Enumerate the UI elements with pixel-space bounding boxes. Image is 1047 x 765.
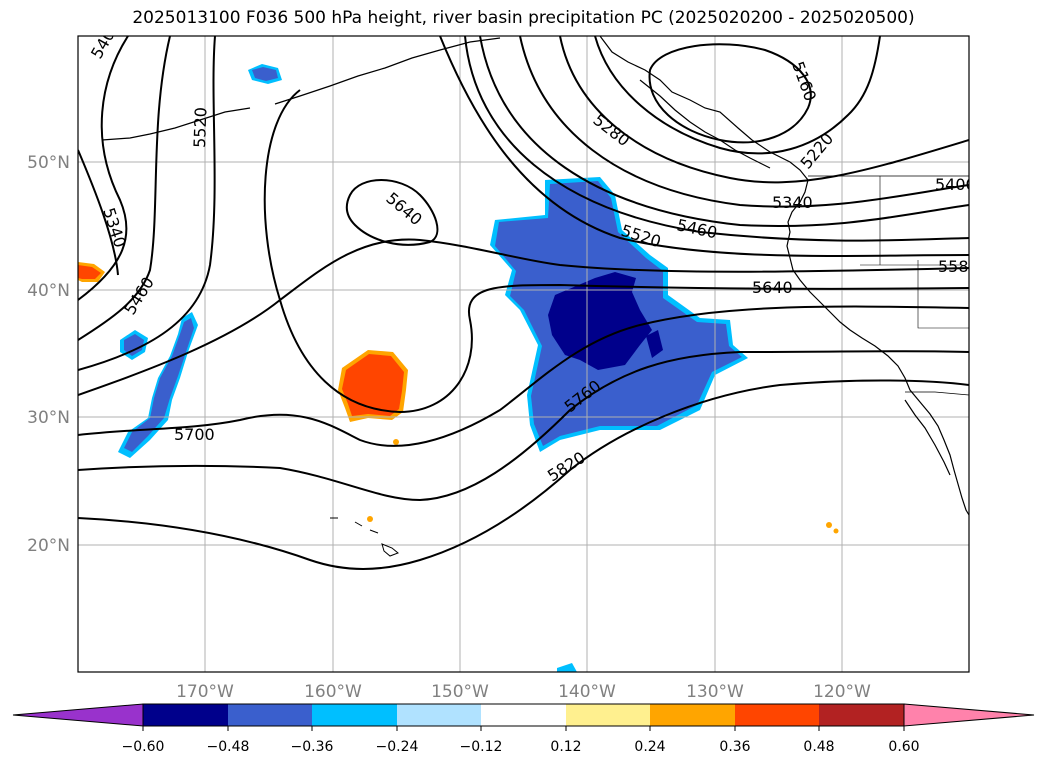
contour-5220 bbox=[594, 36, 881, 155]
contour-label-5520-west: 5520 bbox=[190, 107, 210, 148]
neg-mid-spot-1 bbox=[252, 67, 278, 81]
map-frame bbox=[77, 35, 970, 673]
north-america-west-coast bbox=[599, 36, 969, 516]
aleutian-chain bbox=[101, 107, 251, 141]
colorbar-extend-low bbox=[12, 703, 144, 727]
contour-5400-east bbox=[479, 36, 969, 227]
lon-label-170w: 170°W bbox=[176, 682, 234, 702]
figure-title: 2025013100 F036 500 hPa height, river ba… bbox=[132, 8, 915, 28]
colorbar-label-8: 0.36 bbox=[719, 739, 750, 755]
contour-5640-outer bbox=[263, 89, 969, 414]
neg-strong-region-2 bbox=[646, 330, 663, 358]
pos-dot-3 bbox=[826, 522, 832, 528]
colorbar-label-7: 0.24 bbox=[634, 739, 665, 755]
pos-dot-1 bbox=[393, 439, 399, 445]
colorbar-extend-high bbox=[903, 703, 1035, 727]
colorbar-bin-1 bbox=[143, 704, 228, 726]
contour-label-5400-east: 5400 bbox=[935, 175, 976, 194]
contour-5160 bbox=[648, 43, 812, 144]
contour-label-5700: 5700 bbox=[174, 425, 215, 444]
pos-dot-4 bbox=[833, 528, 839, 534]
neg-light-spot-4 bbox=[557, 663, 577, 672]
colorbar-label-9: 0.48 bbox=[803, 739, 834, 755]
precip-shading bbox=[78, 64, 839, 672]
contour-label-5640-east: 5640 bbox=[752, 278, 793, 297]
lon-label-140w: 140°W bbox=[558, 682, 616, 702]
colorbar: −0.60 −0.48 −0.36 −0.24 −0.12 0.12 0.24 … bbox=[12, 703, 1035, 755]
contour-5460-west bbox=[78, 36, 171, 341]
colorbar-bin-3 bbox=[312, 704, 397, 726]
contour-label-5340-east: 5340 bbox=[772, 193, 813, 212]
contour-5640-inner bbox=[345, 179, 439, 246]
colorbar-bin-4 bbox=[397, 704, 481, 726]
lat-label-40n: 40°N bbox=[27, 281, 70, 301]
contour-5460-east bbox=[464, 36, 969, 242]
colorbar-label-3: −0.36 bbox=[291, 739, 334, 755]
baja-peninsula bbox=[904, 399, 951, 476]
contour-label-5580: 5580 bbox=[938, 257, 979, 276]
colorbar-bin-7 bbox=[650, 704, 735, 726]
colorbar-bin-6 bbox=[566, 704, 650, 726]
contour-5400-west bbox=[78, 36, 129, 301]
lon-label-130w: 130°W bbox=[686, 682, 744, 702]
lon-label-150w: 150°W bbox=[431, 682, 489, 702]
colorbar-bin-2 bbox=[228, 704, 312, 726]
contour-5340-east bbox=[519, 36, 969, 208]
colorbar-ticks bbox=[142, 726, 905, 731]
us-mexico-border bbox=[905, 391, 969, 396]
colorbar-label-6: 0.12 bbox=[550, 739, 581, 755]
latitude-labels: 50°N 40°N 30°N 20°N bbox=[27, 153, 70, 556]
neg-mid-spot-2 bbox=[124, 318, 194, 452]
lat-label-20n: 20°N bbox=[27, 536, 70, 556]
pos-dot-2 bbox=[367, 516, 373, 522]
map-background bbox=[78, 36, 969, 672]
contour-5520-west bbox=[78, 36, 216, 371]
alaska-panhandle-islands bbox=[639, 79, 771, 169]
pos-strong-region bbox=[342, 354, 404, 416]
longitude-labels: 170°W 160°W 150°W 140°W 130°W 120°W bbox=[176, 682, 871, 702]
colorbar-bin-5 bbox=[481, 704, 566, 726]
us-state-border-1 bbox=[860, 176, 969, 329]
contour-5760 bbox=[78, 350, 969, 502]
contour-5280 bbox=[559, 36, 969, 184]
height-contours bbox=[78, 36, 969, 570]
hawaiian-islands bbox=[330, 517, 399, 557]
colorbar-label-1: −0.60 bbox=[122, 739, 165, 755]
neg-strong-region bbox=[548, 272, 652, 370]
contour-5700 bbox=[78, 305, 969, 447]
neg-mid-spot-3 bbox=[124, 334, 144, 356]
colorbar-label-10: 0.60 bbox=[888, 739, 919, 755]
colorbar-frame bbox=[142, 703, 905, 727]
colorbar-tick-labels: −0.60 −0.48 −0.36 −0.24 −0.12 0.12 0.24 … bbox=[122, 739, 920, 755]
lat-label-30n: 30°N bbox=[27, 408, 70, 428]
lon-label-160w: 160°W bbox=[304, 682, 362, 702]
colorbar-bin-8 bbox=[735, 704, 819, 726]
lon-label-120w: 120°W bbox=[813, 682, 871, 702]
alaska-coast bbox=[274, 37, 501, 105]
contour-5820 bbox=[78, 379, 969, 570]
coastlines bbox=[101, 36, 969, 557]
contour-5520-east bbox=[439, 36, 969, 257]
colorbar-label-2: −0.48 bbox=[207, 739, 250, 755]
colorbar-label-5: −0.12 bbox=[460, 739, 503, 755]
lat-label-50n: 50°N bbox=[27, 153, 70, 173]
pos-strong-spot-west bbox=[78, 265, 101, 279]
map-panel: 5400 5520 5340 5460 5640 5700 5760 5820 … bbox=[27, 35, 979, 702]
colorbar-bin-9 bbox=[819, 704, 904, 726]
colorbar-label-4: −0.24 bbox=[376, 739, 419, 755]
